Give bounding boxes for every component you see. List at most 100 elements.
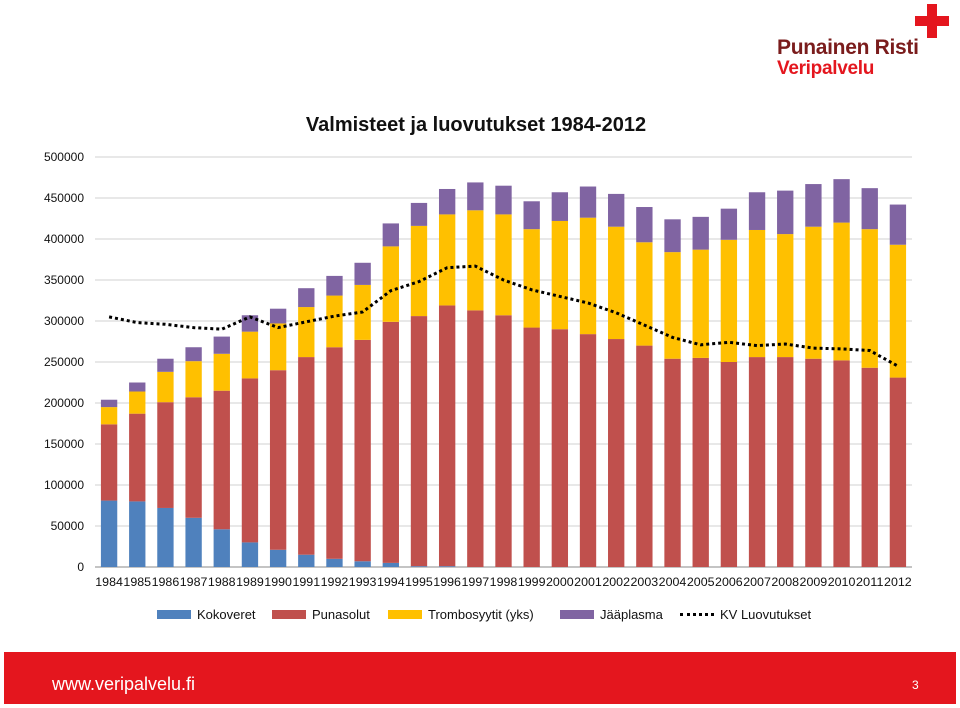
bar-segment: [129, 413, 146, 502]
bar-segment: [241, 331, 259, 379]
logo: Punainen Risti Veripalvelu: [772, 0, 960, 84]
bar-segment: [861, 367, 878, 567]
bar-segment: [438, 566, 456, 567]
bar-segment: [438, 214, 456, 306]
y-tick-label: 200000: [44, 396, 84, 410]
legend-label: Kokoveret: [197, 606, 256, 622]
x-tick-label: 1986: [152, 575, 180, 589]
bar-segment: [410, 566, 428, 567]
y-tick-label: 100000: [44, 478, 84, 492]
legend-item: Trombosyytit (yks): [388, 604, 534, 624]
legend-item: Jääplasma: [560, 604, 663, 624]
x-tick-label: 2006: [715, 575, 743, 589]
bar-segment: [495, 185, 512, 215]
x-tick-label: 1998: [490, 575, 518, 589]
x-tick-label: 1995: [405, 575, 433, 589]
bar-segment: [861, 188, 878, 230]
bar-segment: [382, 223, 399, 247]
bar-segment: [805, 226, 822, 359]
legend-line-swatch: [680, 612, 714, 616]
legend-label: Trombosyytit (yks): [428, 606, 534, 622]
bar-segment: [100, 500, 118, 567]
bar-segment: [467, 210, 484, 311]
bar-segment: [157, 507, 174, 567]
bar-segment: [495, 214, 512, 316]
x-tick-label: 1989: [236, 575, 264, 589]
legend-item: Punasolut: [272, 604, 370, 624]
bar-segment: [269, 549, 287, 567]
bar-segment: [326, 295, 343, 348]
x-tick-label: 1990: [264, 575, 292, 589]
legend-swatch: [560, 609, 594, 619]
bar-segment: [748, 357, 766, 567]
y-tick-label: 150000: [44, 437, 84, 451]
bar-segment: [157, 371, 174, 403]
footer-url[interactable]: www.veripalvelu.fi: [52, 674, 196, 694]
bar-segment: [298, 307, 315, 358]
bar-segment: [805, 358, 822, 567]
bar-segment: [326, 275, 343, 296]
legend-label: KV Luovutukset: [720, 606, 812, 622]
x-tick-label: 2002: [602, 575, 630, 589]
bar-segment: [100, 407, 118, 425]
bar-segment: [129, 382, 146, 392]
bar-segment: [354, 561, 371, 567]
bar-segment: [805, 184, 822, 227]
bar-segment: [664, 219, 681, 253]
x-tick-label: 2007: [743, 575, 771, 589]
legend-swatch: [272, 609, 306, 619]
x-tick-label: 1984: [95, 575, 123, 589]
bar-segment: [692, 249, 709, 358]
logo-name: Punainen Risti: [777, 36, 919, 59]
bar-segment: [326, 347, 343, 559]
bar-segment: [636, 207, 653, 243]
footer-bar: www.veripalvelu.fi 3: [4, 652, 956, 704]
y-tick-label: 400000: [44, 232, 84, 246]
bar-segment: [777, 234, 794, 358]
bar-segment: [664, 252, 681, 359]
x-tick-label: 2000: [546, 575, 574, 589]
bar-segment: [354, 262, 371, 285]
bar-segment: [298, 357, 315, 555]
x-tick-label: 1992: [321, 575, 349, 589]
bar-segment: [551, 329, 569, 567]
bar-segment: [636, 345, 653, 567]
chart: 0 50000 100000 150000 200000 250000 300000 3500…: [44, 150, 912, 589]
legend: Kokoveret Punasolut Trombosyytit (yks) Jääp…: [0, 604, 960, 624]
bar-segment: [692, 357, 709, 567]
bar-segment: [382, 321, 399, 563]
bar-segment: [185, 397, 202, 518]
bar-segment: [382, 562, 399, 567]
bar-segment: [692, 216, 709, 250]
bar-segment: [241, 378, 259, 543]
bar-segment: [664, 358, 681, 567]
bar-segment: [495, 315, 512, 567]
x-tick-label: 2010: [828, 575, 856, 589]
bar-segment: [157, 402, 174, 508]
bar-segment: [354, 339, 371, 562]
page-number: 3: [912, 678, 919, 692]
x-tick-label: 2003: [631, 575, 659, 589]
bar-segment: [410, 225, 428, 317]
y-tick-label: 50000: [51, 519, 85, 533]
series-line: [108, 264, 899, 368]
bar-segment: [579, 217, 597, 335]
bar-segment: [269, 308, 287, 324]
bar-segment: [467, 182, 484, 211]
bar-segment: [185, 361, 202, 398]
x-tick-label: 2011: [856, 575, 884, 589]
bar-segment: [269, 323, 287, 371]
bar-segment: [129, 391, 146, 414]
x-tick-label: 1996: [433, 575, 461, 589]
bar-segment: [551, 192, 569, 221]
bar-segment: [326, 558, 343, 567]
bar-segment: [748, 229, 766, 358]
bar-segment: [410, 316, 428, 567]
bar-segment: [185, 347, 202, 362]
x-tick-label: 2012: [884, 575, 912, 589]
bar-segment: [777, 357, 794, 567]
bar-segment: [213, 336, 230, 354]
y-tick-label: 500000: [44, 150, 84, 164]
bar-segment: [185, 517, 202, 567]
x-tick-label: 2005: [687, 575, 715, 589]
